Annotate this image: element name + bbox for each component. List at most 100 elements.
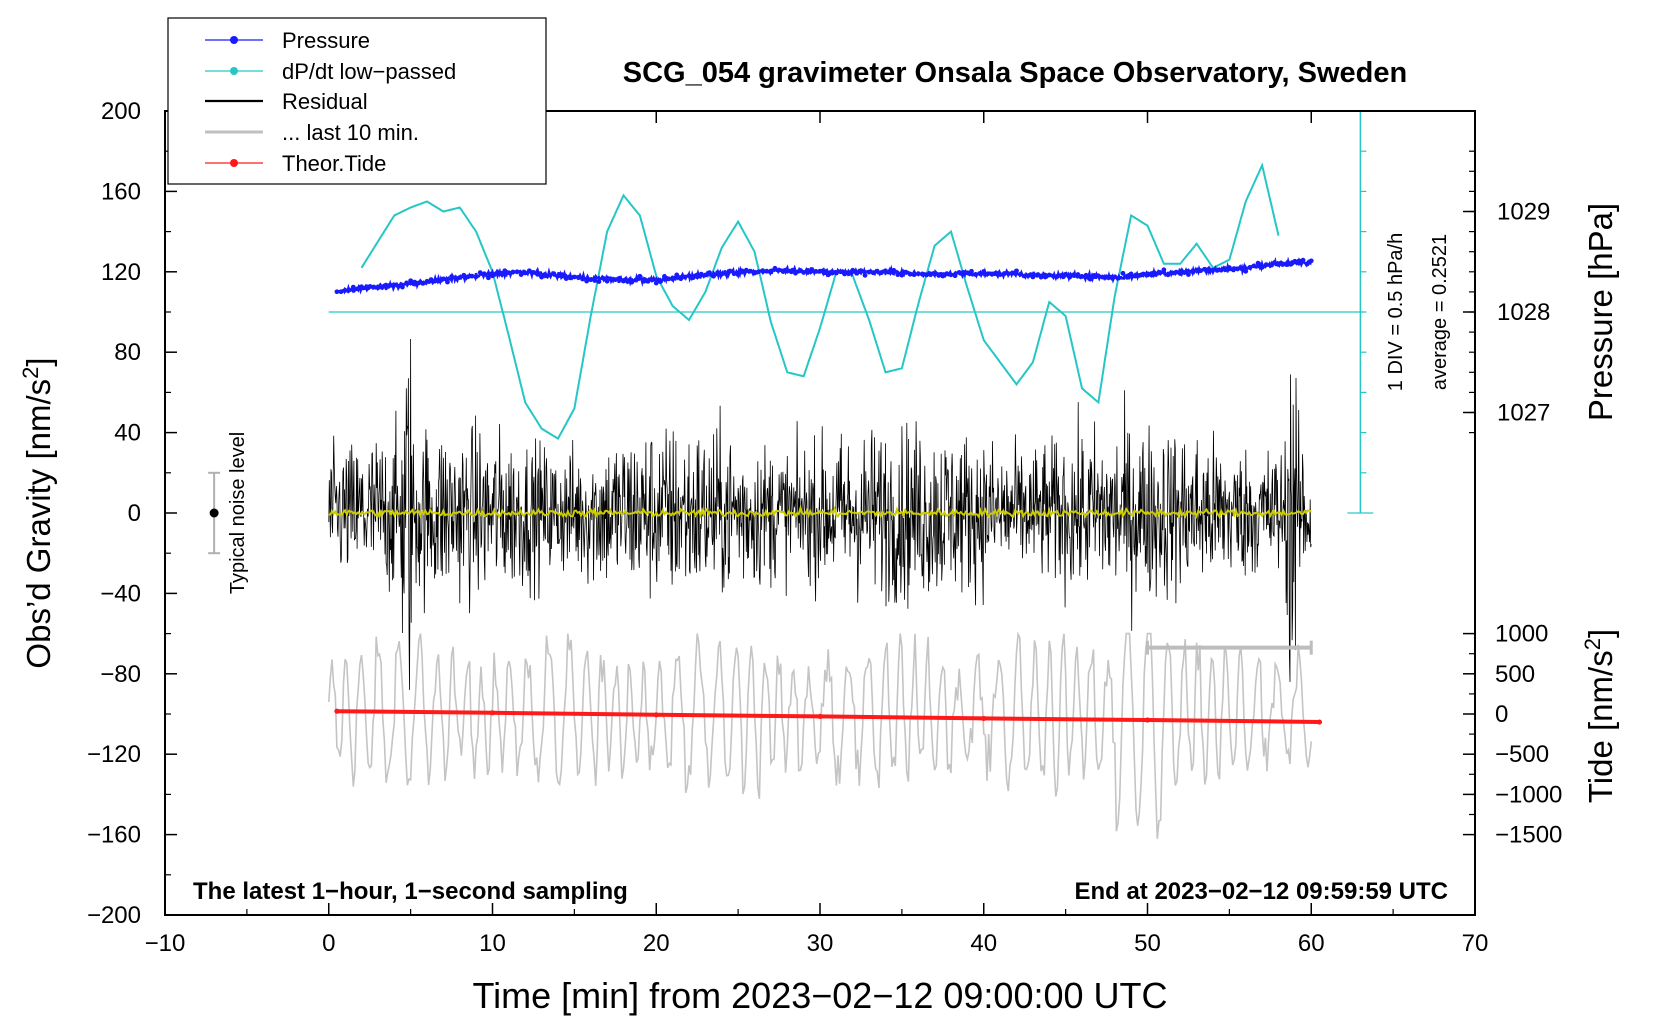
pressure-point bbox=[1288, 261, 1294, 267]
pressure-point bbox=[641, 278, 647, 284]
pressure-point bbox=[809, 267, 815, 272]
pressure-point bbox=[342, 288, 348, 293]
legend-item-last10: ... last 10 min. bbox=[205, 120, 419, 145]
pressure-point bbox=[346, 287, 352, 293]
pressure-point bbox=[1149, 272, 1154, 278]
pressure-point bbox=[1186, 272, 1191, 277]
annotation-end-time: End at 2023−02−12 09:59:59 UTC bbox=[1074, 878, 1448, 905]
pressure-point bbox=[1067, 274, 1073, 280]
pressure-point bbox=[629, 279, 635, 285]
pressure-point bbox=[404, 280, 409, 286]
pressure-point bbox=[690, 275, 696, 281]
legend-label-last10: ... last 10 min. bbox=[282, 120, 419, 145]
pressure-point bbox=[866, 269, 872, 275]
pressure-point bbox=[674, 272, 680, 278]
pressure-point bbox=[1100, 274, 1105, 280]
pressure-point bbox=[1128, 271, 1134, 277]
pressure-point bbox=[1218, 267, 1224, 273]
pressure-point bbox=[686, 273, 692, 279]
pressure-point bbox=[874, 268, 880, 274]
pressure-point bbox=[1169, 270, 1175, 276]
x-tick-label: 40 bbox=[970, 930, 997, 957]
pressure-point bbox=[801, 270, 807, 275]
pressure-point bbox=[1177, 271, 1183, 276]
legend-label-tide: Theor.Tide bbox=[282, 151, 386, 176]
pressure-point bbox=[772, 265, 778, 271]
pressure-point bbox=[338, 289, 344, 295]
y-axis-label-tide-end: ] bbox=[1582, 629, 1619, 638]
pressure-point bbox=[903, 269, 909, 275]
pressure-point bbox=[1259, 264, 1265, 270]
pressure-point bbox=[1091, 272, 1097, 278]
pressure-point bbox=[514, 269, 520, 275]
theor-tide-point bbox=[489, 710, 496, 716]
y-tick-label: −160 bbox=[87, 822, 141, 849]
pressure-point bbox=[350, 284, 356, 290]
pressure-point bbox=[666, 276, 671, 282]
pressure-point bbox=[551, 271, 557, 277]
pressure-point bbox=[944, 271, 950, 277]
pressure-point bbox=[449, 274, 454, 279]
x-tick-label: 20 bbox=[643, 930, 670, 957]
pressure-point bbox=[1087, 276, 1093, 282]
y-axis-gravity: 200 160 120 80 40 0 −40 −80 −120 −160 −200 bbox=[87, 98, 177, 929]
pressure-point bbox=[395, 283, 401, 289]
pressure-point bbox=[1141, 271, 1146, 277]
pressure-point bbox=[1018, 271, 1023, 277]
pressure-point bbox=[969, 268, 974, 274]
pressure-point bbox=[1206, 268, 1212, 274]
pressure-point bbox=[637, 273, 643, 279]
pressure-point bbox=[1132, 273, 1138, 279]
pressure-point bbox=[383, 282, 389, 288]
y-tick-label: 200 bbox=[101, 98, 141, 125]
tide-tick-label: 500 bbox=[1495, 661, 1535, 688]
y-tick-label: 120 bbox=[101, 259, 141, 286]
pressure-point bbox=[739, 268, 745, 274]
pressure-point bbox=[1222, 267, 1228, 273]
pressure-point bbox=[1292, 258, 1298, 264]
theor-tide-series bbox=[334, 708, 1323, 725]
pressure-point bbox=[649, 277, 655, 283]
legend-item-pressure: Pressure bbox=[205, 28, 370, 53]
pressure-point bbox=[662, 273, 667, 279]
pressure-point bbox=[653, 280, 659, 286]
pressure-point bbox=[408, 278, 414, 284]
pressure-point bbox=[608, 276, 614, 282]
pressure-point bbox=[698, 271, 704, 277]
pressure-point bbox=[1235, 266, 1240, 272]
pressure-point bbox=[670, 275, 676, 281]
pressure-point bbox=[833, 270, 839, 276]
pressure-point bbox=[793, 270, 798, 276]
pressure-point bbox=[1190, 268, 1195, 274]
pressure-point bbox=[1161, 267, 1167, 273]
pressure-point bbox=[440, 276, 446, 282]
pressure-point bbox=[735, 272, 741, 277]
pressure-point bbox=[1001, 271, 1007, 276]
residual-line bbox=[328, 338, 1312, 690]
y-axis-label-tide-sup: 2 bbox=[1580, 638, 1605, 650]
pressure-point bbox=[907, 271, 913, 277]
pressure-point bbox=[416, 280, 422, 286]
pressure-point bbox=[1120, 270, 1126, 276]
annotation-marks bbox=[208, 110, 1374, 655]
pressure-point bbox=[1042, 274, 1048, 280]
x-tick-label: 10 bbox=[479, 930, 506, 957]
pressure-point bbox=[379, 285, 385, 290]
pressure-point bbox=[862, 272, 868, 278]
pressure-point bbox=[702, 272, 708, 278]
pressure-point bbox=[850, 267, 856, 273]
pressure-point bbox=[1030, 274, 1036, 280]
pressure-point bbox=[510, 269, 516, 275]
dpdt-scale-label: 1 DIV = 0.5 hPa/h bbox=[1385, 233, 1407, 391]
y-axis-tide: 1000 500 0 −500 −1000 −1500 bbox=[1463, 621, 1562, 849]
pressure-point bbox=[571, 274, 577, 280]
legend-dot-dpdt bbox=[230, 67, 238, 75]
y-tick-label: 0 bbox=[128, 500, 141, 527]
y-axis-label-tide: Tide [nm/s2] bbox=[1580, 629, 1620, 803]
y-tick-label: 40 bbox=[114, 420, 141, 447]
pressure-point bbox=[997, 272, 1003, 277]
pressure-point bbox=[752, 270, 757, 276]
pressure-point bbox=[522, 270, 528, 276]
pressure-point bbox=[621, 278, 626, 284]
legend-item-dpdt: dP/dt low−passed bbox=[205, 59, 456, 84]
